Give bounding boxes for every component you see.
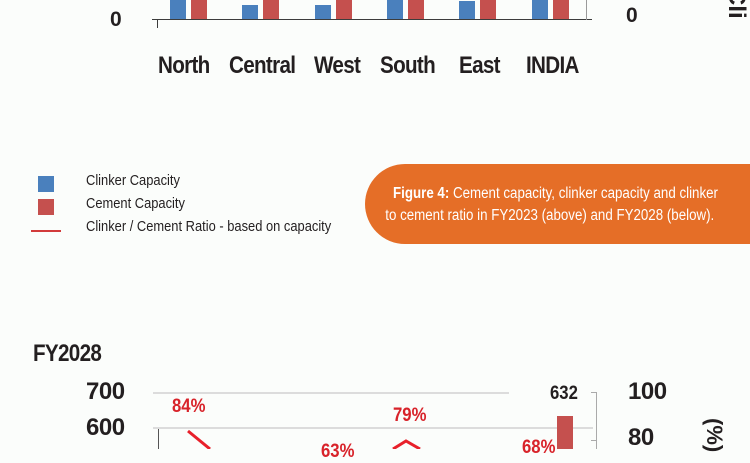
legend-swatch-cement xyxy=(38,199,54,215)
gridline-600 xyxy=(153,427,593,429)
category-label-south: South xyxy=(380,52,436,79)
category-label-north: North xyxy=(158,52,210,79)
bar-east-cement xyxy=(480,0,496,19)
top-right-axis xyxy=(586,0,587,20)
top-left-axis-tick xyxy=(157,19,158,28)
ratio-label-north: 84% xyxy=(172,396,206,417)
category-label-india: INDIA xyxy=(526,52,579,79)
bar-south-clinker xyxy=(387,0,403,19)
top-left-axis-zero: 0 xyxy=(110,8,122,31)
legend-label-cement: Cement Capacity xyxy=(86,195,185,212)
legend-label-ratio: Clinker / Cement Ratio - based on capaci… xyxy=(86,218,332,235)
bottom-chart-title: FY2028 xyxy=(33,340,102,367)
legend-line-ratio xyxy=(31,230,61,232)
bar-west-clinker xyxy=(315,5,331,19)
bottom-right-tick-100: 100 xyxy=(628,378,667,405)
bottom-left-tick-600: 600 xyxy=(86,414,125,441)
figure-caption-line2: to cement ratio in FY2023 (above) and FY… xyxy=(385,207,715,224)
bar-south-cement xyxy=(408,0,424,19)
category-label-west: West xyxy=(314,52,361,79)
bar-north-cement xyxy=(191,0,207,19)
right-axis-tick-100 xyxy=(591,392,597,393)
ratio-label-east: 68% xyxy=(522,437,556,458)
top-right-axis-zero: 0 xyxy=(626,4,638,27)
ratio-label-south: 79% xyxy=(393,405,427,426)
bar-east-clinker xyxy=(459,1,475,19)
bar-west-cement xyxy=(336,0,352,19)
figure-caption-label: Figure 4: xyxy=(393,185,450,202)
ratio-label-west: 63% xyxy=(321,441,355,462)
top-x-axis xyxy=(152,19,592,20)
bar-north-clinker xyxy=(170,0,186,19)
category-label-central: Central xyxy=(229,52,296,79)
right-axis-tick-80 xyxy=(591,440,597,441)
legend-swatch-clinker xyxy=(38,176,54,192)
bottom-right-tick-80: 80 xyxy=(628,424,654,451)
bar-india-cement-fy2028 xyxy=(557,416,573,449)
figure-caption: Figure 4: Cement capacity, clinker capac… xyxy=(365,164,750,244)
bar-india-clinker xyxy=(532,0,548,19)
bottom-right-axis xyxy=(596,392,597,449)
ratio-line xyxy=(187,429,421,449)
gridline-700 xyxy=(153,392,509,394)
bar-central-clinker xyxy=(242,5,258,19)
bar-india-cement xyxy=(553,0,569,19)
bottom-left-axis xyxy=(158,429,159,449)
bottom-left-tick-700: 700 xyxy=(86,378,125,405)
figure-caption-line1: Cement capacity, clinker capacity and cl… xyxy=(449,185,718,202)
category-label-east: East xyxy=(459,52,501,79)
bar-central-cement xyxy=(263,0,279,19)
bar-value-label-632: 632 xyxy=(550,383,578,404)
legend-label-clinker: Clinker Capacity xyxy=(86,172,180,189)
